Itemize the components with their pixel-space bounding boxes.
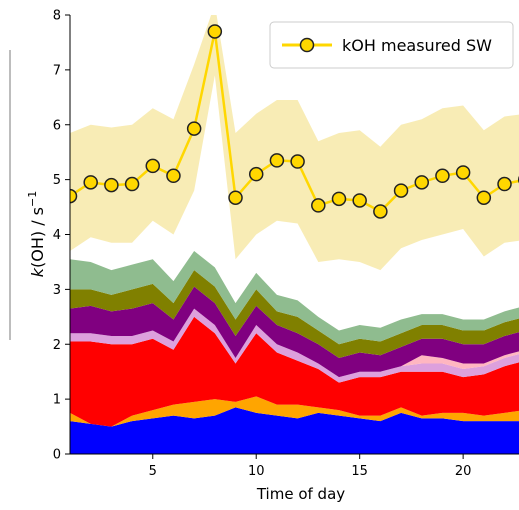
y-axis-title-k: k xyxy=(28,267,47,277)
uncertainty-band xyxy=(70,15,519,271)
data-point xyxy=(435,168,450,184)
legend-label: kOH measured SW xyxy=(342,36,492,55)
data-point xyxy=(166,168,181,184)
data-point xyxy=(414,175,430,190)
y-tick-label: 2 xyxy=(53,338,61,353)
x-axis-title: Time of day xyxy=(256,485,345,503)
x-tick-label: 20 xyxy=(455,464,472,479)
data-point xyxy=(70,188,78,204)
stack-layer-8 xyxy=(70,250,519,345)
y-tick-label: 4 xyxy=(53,228,61,243)
data-point xyxy=(373,204,388,219)
data-point xyxy=(393,183,409,198)
y-axis-title-sup: −1 xyxy=(26,191,39,207)
data-point xyxy=(352,193,367,208)
y-axis-title-main: (OH) / s xyxy=(28,207,47,268)
stack-layer-7 xyxy=(70,270,519,358)
y-tick-label: 0 xyxy=(53,448,61,463)
data-point xyxy=(83,175,98,190)
data-point xyxy=(290,154,305,169)
data-point xyxy=(311,198,326,213)
x-tick-label: 10 xyxy=(248,464,265,479)
x-tick-label: 15 xyxy=(351,464,368,479)
legend: kOH measured SW xyxy=(269,21,514,69)
data-point xyxy=(476,190,492,205)
data-point xyxy=(497,176,512,192)
y-tick-label: 6 xyxy=(53,118,61,133)
y-tick-label: 1 xyxy=(53,393,61,408)
data-point xyxy=(124,176,140,192)
legend-marker-swatch xyxy=(299,37,315,53)
legend-frame xyxy=(269,21,514,69)
data-point xyxy=(186,121,202,136)
y-axis-title: k(OH) / s−1 xyxy=(26,191,47,278)
y-tick-label: 7 xyxy=(53,63,61,78)
data-point xyxy=(269,153,285,168)
data-point xyxy=(331,191,347,207)
y-tick-label: 3 xyxy=(53,283,61,298)
y-tick-label: 5 xyxy=(53,173,61,188)
stack-layer-6 xyxy=(70,286,519,378)
data-point xyxy=(455,165,471,180)
plot-area xyxy=(70,15,519,454)
stack-layer-4 xyxy=(70,308,519,383)
data-point xyxy=(104,177,119,193)
stack-layer-1 xyxy=(70,407,519,454)
data-point xyxy=(145,158,161,174)
stack-layer-3 xyxy=(70,316,519,427)
data-point xyxy=(248,166,264,182)
x-tick-label: 5 xyxy=(149,464,157,479)
axes: 0 1 2 3 4 5 6 7 8 5 10 15 20 xyxy=(53,9,519,479)
y-tick-label: 8 xyxy=(53,9,61,24)
data-point xyxy=(228,190,243,205)
stack-layer-2 xyxy=(70,396,519,427)
data-point xyxy=(207,24,223,39)
